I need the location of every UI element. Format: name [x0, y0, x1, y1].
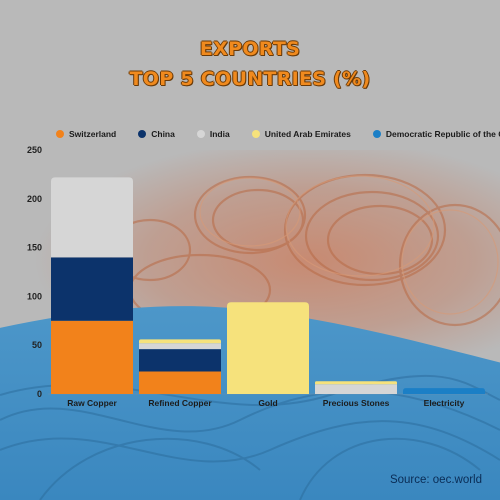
legend-item-china: China — [138, 129, 175, 139]
chart-title-line-1: EXPORTS — [199, 38, 301, 60]
legend-label: Democratic Republic of the Congo — [385, 129, 500, 139]
legend-item-united-arab-emirates: United Arab Emirates — [251, 129, 351, 139]
y-tick-label: 0 — [37, 389, 42, 399]
bar-raw-copper-india — [51, 177, 133, 258]
x-tick-label-raw-copper: Raw Copper — [67, 398, 117, 408]
bar-precious-stones-india — [315, 384, 397, 394]
legend-label: United Arab Emirates — [264, 129, 351, 139]
y-tick-label: 250 — [27, 145, 42, 155]
x-tick-label-refined-copper: Refined Copper — [148, 398, 212, 408]
bar-refined-copper-china — [139, 349, 221, 372]
source-credit: Source: oec.world — [389, 474, 482, 486]
legend-label: India — [209, 129, 230, 139]
y-tick-label: 50 — [32, 340, 42, 350]
x-tick-label-gold: Gold — [258, 398, 277, 408]
y-tick-label: 200 — [27, 194, 42, 204]
bar-refined-copper-united-arab-emirates — [139, 339, 221, 344]
legend-item-switzerland: Switzerland — [56, 129, 116, 139]
bar-raw-copper-china — [51, 257, 133, 321]
legend-swatch-china — [138, 130, 147, 138]
chart-title-line-2: TOP 5 COUNTRIES (%) — [129, 68, 371, 90]
bar-refined-copper-switzerland — [139, 371, 221, 394]
legend-swatch-switzerland — [56, 130, 64, 138]
legend-swatch-india — [196, 130, 205, 138]
legend-label: Switzerland — [69, 129, 117, 139]
bar-precious-stones-united-arab-emirates — [315, 381, 397, 385]
legend-item-democratic-republic-of-the-congo: Democratic Republic of the Congo — [372, 129, 500, 139]
x-tick-label-precious-stones: Precious Stones — [323, 398, 390, 408]
bar-gold-united-arab-emirates — [227, 302, 309, 394]
y-tick-label: 100 — [27, 291, 42, 301]
bar-electricity-democratic-republic-of-the-congo — [403, 388, 485, 394]
legend: Switzerland China India United Arab Emirate… — [56, 126, 500, 142]
y-tick-label: 150 — [27, 243, 42, 253]
bar-raw-copper-switzerland — [51, 320, 133, 394]
legend-swatch-united-arab-emirates — [251, 130, 260, 138]
legend-swatch-democratic-republic-of-the-congo — [372, 130, 381, 138]
legend-label: China — [151, 129, 175, 139]
legend-item-india: India — [196, 129, 230, 139]
bar-refined-copper-india — [139, 343, 221, 350]
x-tick-label-electricity: Electricity — [424, 398, 465, 408]
